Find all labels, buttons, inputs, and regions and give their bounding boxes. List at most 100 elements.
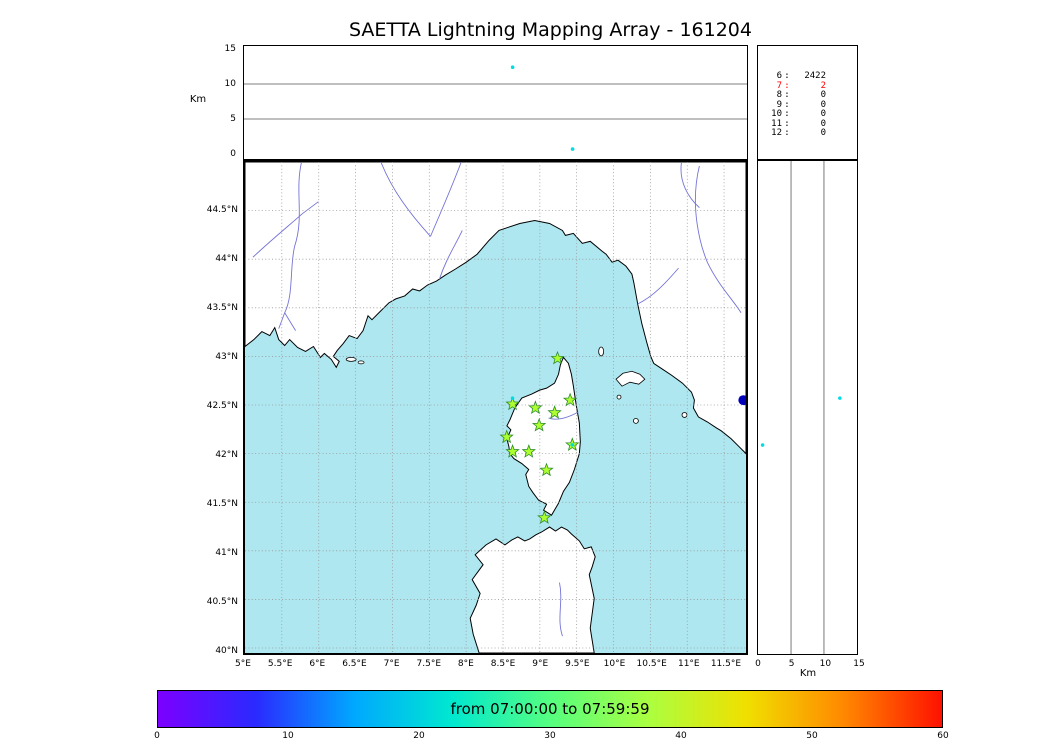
colon: : (784, 90, 790, 100)
hour-stat-row: 10: 0 (768, 109, 857, 120)
hour-label: 9 (776, 99, 782, 110)
hour-count: 0 (820, 109, 826, 119)
colorbar-tick-label: 10 (282, 731, 294, 741)
lightning-source-dot (570, 443, 575, 447)
map-gridlines (245, 162, 746, 653)
hour-label: 6 (776, 71, 782, 81)
colon: : (784, 118, 790, 129)
giglio-island (681, 412, 688, 418)
colorbar-tick-label: 30 (544, 731, 556, 741)
station-marker (547, 405, 562, 419)
hourly-counts-box: 6: 2422 7: 2 8: 0 9: 0 10: 0 11: 0 12: 0 (757, 45, 858, 160)
station-marker (550, 350, 565, 365)
lon-tick-label: 11.5°E (710, 659, 742, 669)
lon-tick-label: 7.5°E (416, 659, 442, 669)
hour-count: 0 (820, 118, 826, 129)
sardinia-island (469, 526, 596, 653)
colorbar-tick-label: 40 (675, 731, 687, 741)
right-xtick-label: 10 (819, 659, 832, 669)
top-ytick-label: 5 (230, 114, 236, 124)
hour-count: 0 (820, 128, 826, 138)
colon: : (784, 109, 790, 119)
map-canvas (245, 162, 746, 653)
lat-tick-label: 43°N (215, 352, 238, 362)
colon: : (784, 71, 790, 81)
lon-tick-label: 5°E (235, 659, 251, 669)
station-marker (505, 396, 520, 411)
top-ytick-label: 15 (224, 44, 236, 54)
station-marker (528, 400, 543, 415)
lat-tick-label: 44°N (215, 254, 238, 264)
time-colorbar: from 07:00:00 to 07:59:59 (157, 690, 943, 728)
colon: : (784, 80, 790, 91)
lat-tick-label: 41°N (215, 548, 238, 558)
lat-tick-label: 41.5°N (206, 499, 238, 509)
right-xtick-label: 15 (853, 659, 865, 669)
hour-stat-row: 11: 0 (768, 118, 857, 130)
colorbar-tick-label: 50 (806, 731, 818, 741)
map-markers (499, 350, 746, 524)
map-panel (243, 160, 748, 655)
lon-tick-label: 6°E (309, 659, 326, 669)
hour-stat-row: 6: 2422 (768, 71, 857, 82)
station-marker (521, 444, 536, 458)
lat-tick-label: 44.5°N (206, 205, 238, 215)
montecristo-island (633, 418, 639, 424)
capraia-island (598, 346, 605, 357)
hour-label: 11 (771, 118, 782, 129)
lon-tick-label: 10.5°E (636, 659, 667, 669)
hour-label: 7 (776, 80, 782, 91)
mainland-coast (245, 162, 746, 455)
hyeres-island (345, 357, 357, 362)
hour-label: 10 (771, 109, 782, 119)
lightning-source-dot (570, 147, 575, 151)
hour-stat-row: 12: 0 (768, 128, 857, 139)
hour-label: 8 (776, 90, 782, 100)
right-xtick-label: 5 (788, 659, 795, 669)
lon-tick-label: 8°E (457, 659, 474, 669)
lat-tick-label: 42°N (215, 450, 238, 460)
lat-tick-label: 40.5°N (206, 597, 238, 607)
hour-count: 2 (820, 80, 826, 91)
hour-stat-row: 7: 2 (768, 80, 857, 92)
lat-tick-label: 40°N (215, 646, 238, 656)
lon-tick-label: 11°E (677, 659, 700, 669)
top-ytick-label: 0 (230, 149, 236, 159)
station-marker (531, 417, 547, 432)
lightning-source-dot (510, 65, 515, 69)
lon-tick-label: 9.5°E (565, 659, 590, 669)
offshore-blue-marker (738, 395, 746, 406)
altitude-longitude-canvas (244, 65, 747, 151)
colorbar-tick-label: 0 (154, 731, 160, 741)
colorbar-label: from 07:00:00 to 07:59:59 (450, 700, 650, 718)
lightning-source-dot (760, 443, 765, 447)
hyeres-island-2 (357, 360, 365, 365)
lon-tick-label: 7°E (383, 659, 400, 669)
station-marker (539, 462, 554, 477)
figure-title: SAETTA Lightning Mapping Array - 161204 (349, 19, 752, 41)
right-panel-xlabel: Km (799, 668, 817, 679)
station-marker (562, 392, 578, 407)
hour-stat-row: 9: 0 (768, 99, 857, 111)
lon-tick-label: 6.5°E (342, 659, 367, 669)
altitude-longitude-panel (243, 45, 748, 160)
colorbar-tick-label: 60 (937, 731, 949, 741)
lon-tick-label: 10°E (603, 659, 626, 669)
rivers (252, 162, 742, 637)
lightning-source-dot (838, 396, 842, 400)
top-panel-ylabel: Km (189, 94, 207, 105)
station-marker (499, 429, 514, 444)
lon-tick-label: 5.5°E (267, 659, 293, 669)
pianosa-island (616, 394, 622, 400)
colorbar-tick-label: 20 (413, 731, 425, 741)
lon-tick-label: 8.5°E (490, 659, 516, 669)
hour-stat-row: 8: 0 (768, 90, 857, 101)
lat-tick-label: 42.5°N (206, 401, 238, 411)
top-ytick-label: 10 (224, 79, 236, 89)
hour-label: 12 (771, 128, 782, 138)
right-xtick-label: 0 (755, 659, 761, 669)
hour-count: 2422 (804, 71, 826, 81)
altitude-latitude-panel (757, 160, 858, 655)
lightning-source-dot (510, 396, 515, 400)
